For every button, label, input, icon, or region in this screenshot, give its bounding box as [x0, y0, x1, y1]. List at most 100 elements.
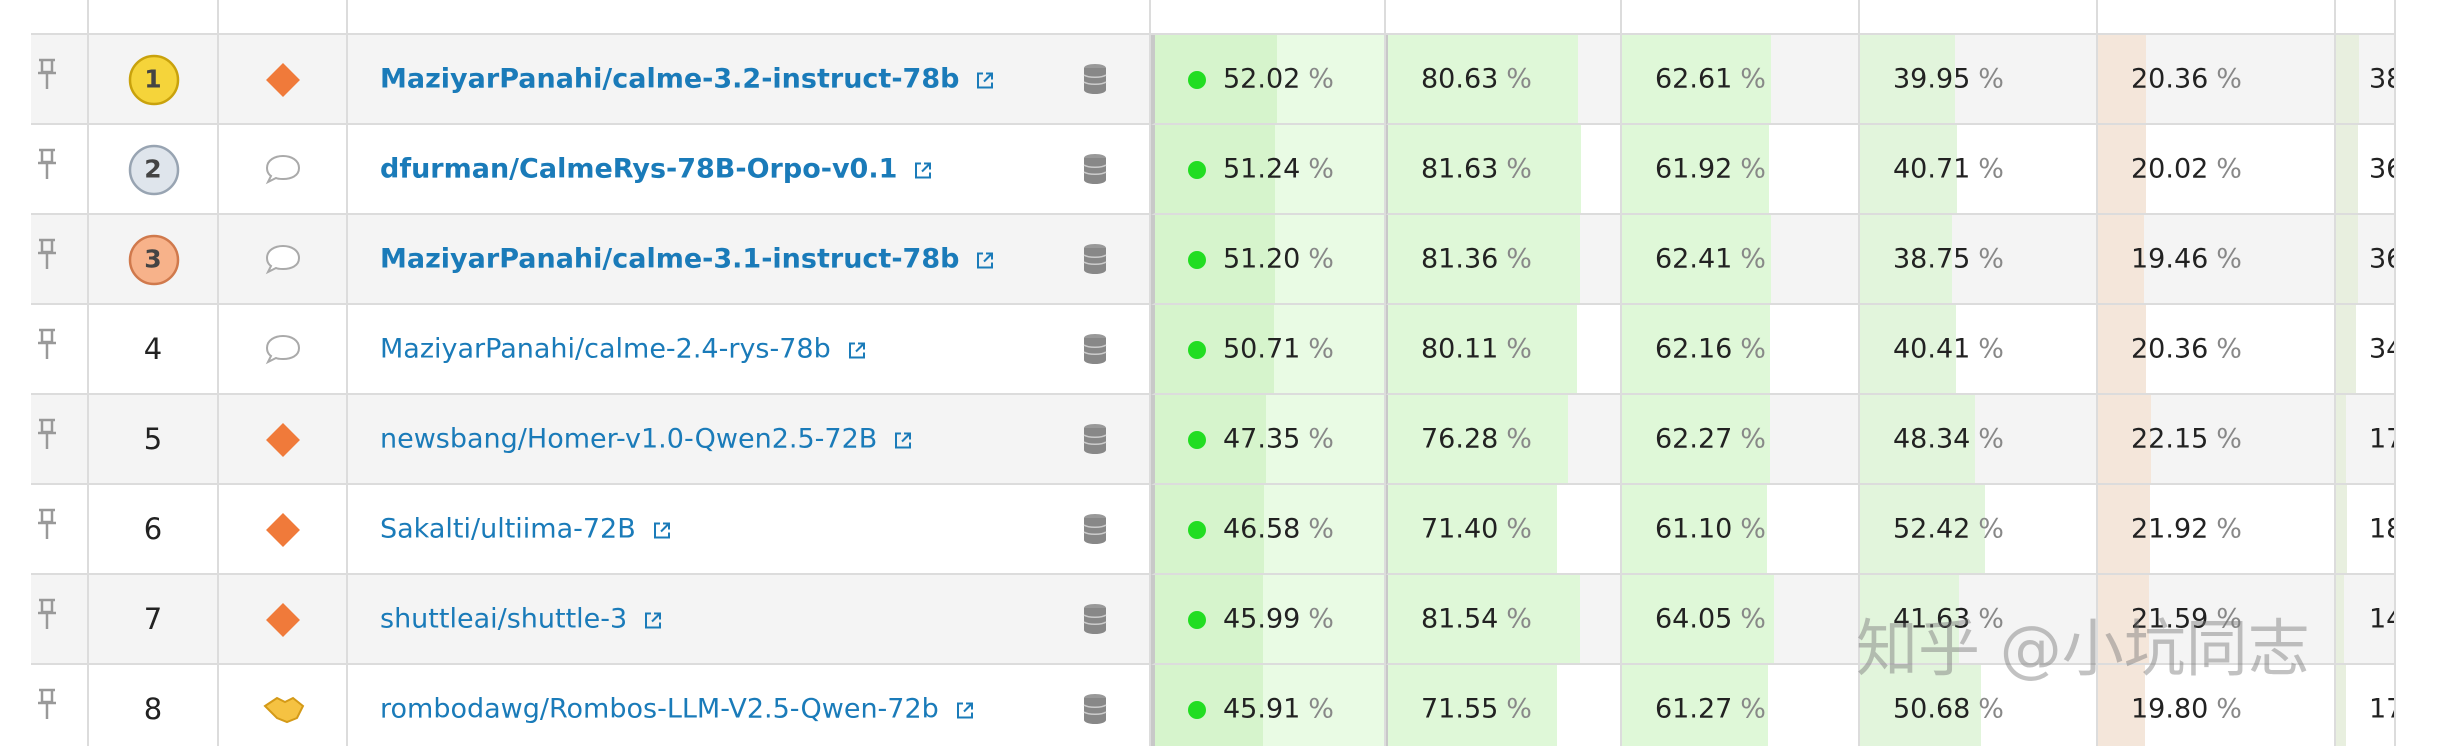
database-icon	[1081, 512, 1109, 550]
table-cell: 17%	[2336, 665, 2396, 746]
medal-svg	[128, 234, 180, 286]
model-link[interactable]: MaziyarPanahi/calme-3.2-instruct-78b	[380, 64, 995, 95]
score-number: 45.91	[1223, 693, 1301, 725]
pin-icon	[35, 417, 59, 455]
external-link-icon[interactable]	[975, 250, 995, 270]
score-unit: %	[1506, 513, 1532, 545]
table-cell: 62.27%	[1622, 395, 1860, 485]
score-bar	[1388, 305, 1578, 393]
score-value: 38.75%	[1893, 244, 2004, 275]
external-link-icon[interactable]	[643, 610, 663, 630]
type-icon-svg	[266, 63, 300, 97]
model-link[interactable]: rombodawg/Rombos-LLM-V2.5-Qwen-72b	[380, 694, 975, 725]
score-unit: %	[2216, 333, 2242, 365]
score-value: 14%	[2369, 604, 2394, 635]
medal	[127, 53, 181, 111]
score-value: 36%	[2369, 154, 2394, 185]
model-link[interactable]: shuttleai/shuttle-3	[380, 604, 663, 635]
external-link-icon[interactable]	[893, 430, 913, 450]
table-cell: 1	[89, 35, 219, 125]
score-value: 80.11%	[1421, 334, 1532, 365]
external-link-icon[interactable]	[847, 340, 867, 360]
table-cell: 61.10%	[1622, 485, 1860, 575]
table-cell	[31, 665, 89, 746]
score-value: 40.71%	[1893, 154, 2004, 185]
score-value: 81.63%	[1421, 154, 1532, 185]
score-number: 21.92	[2131, 513, 2209, 545]
score-value: 21.59%	[2131, 604, 2242, 635]
model-link[interactable]: MaziyarPanahi/calme-3.1-instruct-78b	[380, 244, 995, 275]
pin-icon-svg	[38, 598, 56, 629]
type-icon-svg	[266, 603, 300, 637]
score-value: 61.27%	[1655, 694, 1766, 725]
score-bar	[2098, 215, 2145, 303]
table-cell: 45.99%	[1151, 575, 1386, 665]
score-unit: %	[1978, 423, 2004, 455]
score-number: 38	[2369, 63, 2394, 95]
score-number: 46.58	[1223, 513, 1301, 545]
pin-icon	[35, 597, 59, 635]
score-bar	[1155, 35, 1278, 123]
table-cell	[31, 305, 89, 395]
table-cell: 6	[89, 485, 219, 575]
table-cell: 61.27%	[1622, 665, 1860, 746]
table-cell: 2	[89, 125, 219, 215]
table-cell: 52.42%	[1860, 485, 2098, 575]
database-icon-svg	[1083, 154, 1107, 184]
score-value: 62.41%	[1655, 244, 1766, 275]
header-cell	[89, 0, 219, 35]
score-number: 71.55	[1421, 693, 1499, 725]
rank-number: 7	[143, 602, 163, 636]
table-cell	[219, 35, 348, 125]
external-link-icon[interactable]	[913, 160, 933, 180]
medal-svg	[128, 144, 180, 196]
score-bar	[1622, 35, 1771, 123]
model-link[interactable]: newsbang/Homer-v1.0-Qwen2.5-72B	[380, 424, 913, 455]
type-icon-svg	[266, 423, 300, 457]
table-cell: 4	[89, 305, 219, 395]
table-cell: newsbang/Homer-v1.0-Qwen2.5-72B	[348, 395, 1151, 485]
table-cell	[219, 395, 348, 485]
table-cell: 81.36%	[1386, 215, 1622, 305]
score-unit: %	[2216, 603, 2242, 635]
table-cell: 62.41%	[1622, 215, 1860, 305]
external-link-icon[interactable]	[975, 70, 995, 90]
external-link-icon[interactable]	[652, 520, 672, 540]
table-cell: 36%	[2336, 215, 2396, 305]
database-icon	[1081, 692, 1109, 730]
score-unit: %	[1978, 63, 2004, 95]
score-value: 81.54%	[1421, 604, 1532, 635]
score-value: 45.91%	[1223, 694, 1334, 725]
rank-number: 3	[144, 244, 162, 274]
status-dot	[1188, 701, 1206, 719]
score-number: 51.24	[1223, 153, 1301, 185]
header-cell	[348, 0, 1151, 35]
score-bar	[1860, 215, 1953, 303]
model-link[interactable]: MaziyarPanahi/calme-2.4-rys-78b	[380, 334, 867, 365]
external-link-icon[interactable]	[955, 700, 975, 720]
rank-number: 1	[144, 64, 162, 94]
model-link[interactable]: dfurman/CalmeRys-78B-Orpo-v0.1	[380, 154, 933, 185]
table-row: 5 newsbang/Homer-v1.0-Qwen2.5-72B 47.35% 76…	[0, 395, 2396, 485]
score-bar	[1860, 125, 1957, 213]
score-value: 61.10%	[1655, 514, 1766, 545]
score-unit: %	[2216, 153, 2242, 185]
score-unit: %	[2216, 243, 2242, 275]
score-number: 39.95	[1893, 63, 1971, 95]
table-cell: 62.61%	[1622, 35, 1860, 125]
table-row: 1 MaziyarPanahi/calme-3.2-instruct-78b 52.…	[0, 35, 2396, 125]
table-cell: 34%	[2336, 305, 2396, 395]
score-number: 76.28	[1421, 423, 1499, 455]
table-cell: 76.28%	[1386, 395, 1622, 485]
score-unit: %	[1740, 693, 1766, 725]
score-unit: %	[1308, 333, 1334, 365]
score-bar	[1622, 215, 1771, 303]
score-bar	[2336, 395, 2347, 483]
score-value: 19.46%	[2131, 244, 2242, 275]
score-number: 21.59	[2131, 603, 2209, 635]
table-cell: 40.41%	[1860, 305, 2098, 395]
model-link[interactable]: Sakalti/ultiima-72B	[380, 514, 672, 545]
score-value: 17%	[2369, 694, 2394, 725]
database-icon	[1081, 152, 1109, 190]
